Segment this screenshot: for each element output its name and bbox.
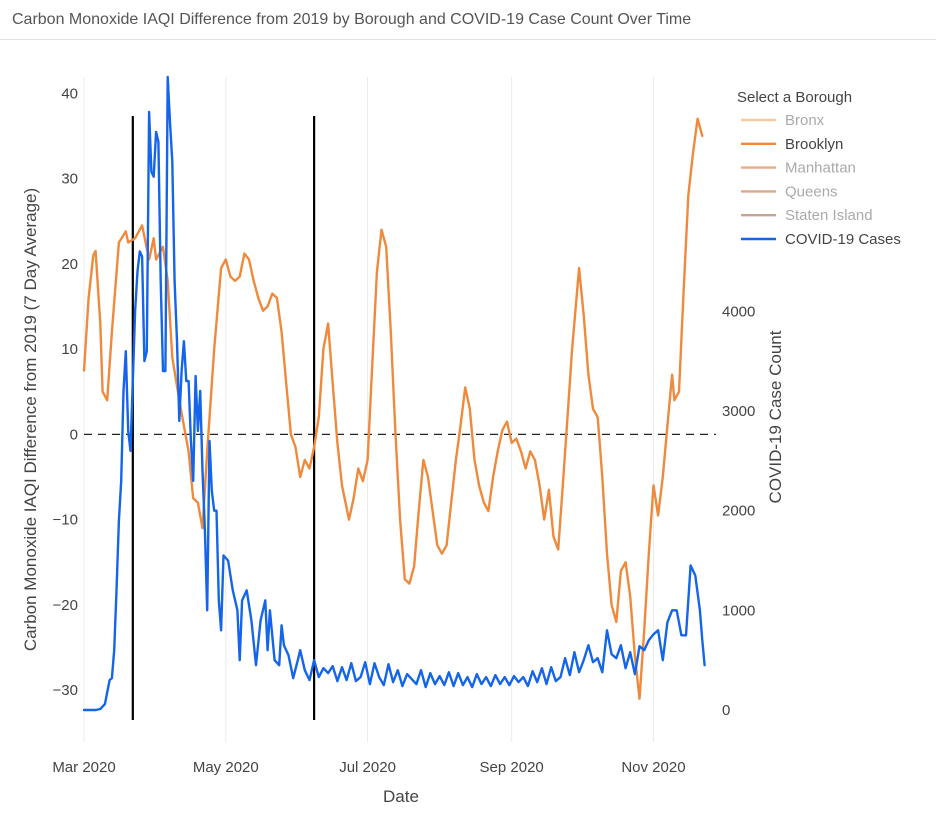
y-tick-label: 20	[61, 256, 78, 273]
legend-item[interactable]: Manhattan	[741, 160, 856, 177]
x-tick-label: May 2020	[193, 759, 259, 776]
legend-title: Select a Borough	[737, 89, 852, 106]
legend-label: Bronx	[785, 112, 825, 129]
x-tick-label: Jul 2020	[339, 759, 396, 776]
legend-label: Brooklyn	[785, 136, 843, 153]
grid-layer	[83, 77, 654, 742]
x-tick-label: Nov 2020	[621, 759, 685, 776]
y2-tick-label: 3000	[722, 403, 755, 420]
y-tick-label: 0	[70, 426, 78, 443]
reference-lines	[84, 116, 716, 720]
y-axis-title: Carbon Monoxide IAQI Difference from 201…	[21, 188, 40, 651]
title-bar: Carbon Monoxide IAQI Difference from 201…	[0, 0, 936, 40]
legend-item[interactable]: Queens	[741, 183, 838, 200]
y-tick-label: 40	[61, 85, 78, 102]
y-tick-label: 10	[61, 341, 78, 358]
y2-tick-label: 4000	[722, 303, 755, 320]
x-tick-label: Sep 2020	[480, 759, 544, 776]
axis-layer: Mar 2020 May 2020 Jul 2020 Sep 2020 Nov 2020…	[21, 85, 785, 806]
legend-item[interactable]: COVID-19 Cases	[741, 231, 901, 248]
y-tick-label: −20	[53, 597, 78, 614]
page-title: Carbon Monoxide IAQI Difference from 201…	[12, 11, 692, 28]
y-tick-label: 30	[61, 171, 78, 188]
x-axis-title: Date	[383, 787, 419, 806]
y2-tick-label: 0	[722, 702, 730, 719]
legend: Select a Borough Bronx Brooklyn Manhattan Qu…	[737, 89, 901, 248]
series-layer	[82, 75, 706, 712]
chart: Mar 2020 May 2020 Jul 2020 Sep 2020 Nov 2020…	[21, 75, 901, 806]
legend-label: Queens	[785, 183, 838, 200]
legend-label: Staten Island	[785, 207, 873, 224]
y2-axis-title: COVID-19 Case Count	[766, 330, 785, 503]
y2-tick-label: 1000	[722, 602, 755, 619]
y-tick-label: −30	[53, 682, 78, 699]
legend-item[interactable]: Brooklyn	[741, 136, 843, 153]
legend-item[interactable]: Bronx	[741, 112, 825, 129]
legend-label: Manhattan	[785, 160, 856, 177]
legend-item[interactable]: Staten Island	[741, 207, 873, 224]
y2-tick-label: 2000	[722, 503, 755, 520]
covid-cases-line	[82, 75, 706, 712]
legend-label: COVID-19 Cases	[785, 231, 901, 248]
y-tick-label: −10	[53, 512, 78, 529]
x-tick-label: Mar 2020	[52, 759, 115, 776]
brooklyn-line	[82, 117, 704, 700]
